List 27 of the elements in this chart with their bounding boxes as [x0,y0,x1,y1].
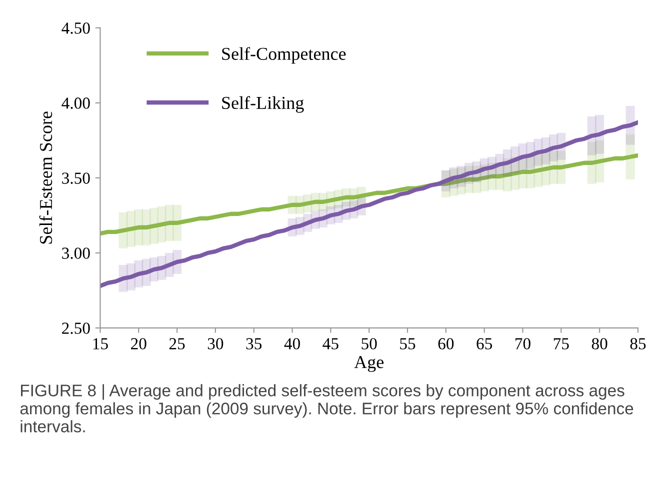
x-tick-label: 30 [208,338,224,350]
x-tick-label: 15 [93,338,108,350]
y-tick-label: 2.50 [62,322,90,334]
line-series [100,153,638,236]
x-tick-label: 35 [246,338,262,350]
x-tick-label: 85 [630,338,646,350]
legend-label: Self-Competence [222,47,346,64]
legend-label: Self-Liking [222,96,304,113]
y-tick-label: 4.00 [62,98,90,109]
x-tick-label: 65 [476,338,492,350]
line-series [100,120,638,288]
x-tick-label: 55 [400,338,416,350]
x-tick-label: 80 [592,338,608,350]
x-tick-label: 50 [362,338,377,350]
x-tick-label: 70 [516,338,530,350]
y-tick-label: 4.50 [62,22,90,34]
x-tick-label: 40 [284,338,300,350]
x-tick-label: 25 [169,338,185,350]
y-tick-label: 3.00 [62,248,90,259]
caption: FIGURE 8 | Average and predicted self-esteem scores by component across ages among females in Japan (2009 survey). Note. Error bars represent 95% confidence intervals. [20,384,634,432]
x-tick-label: 45 [322,338,338,350]
y-axis-title: Self-Esteem Score [39,112,52,244]
x-tick-label: 20 [131,338,146,350]
x-tick-label: 60 [438,338,454,350]
x-axis-title: Age [354,356,384,372]
x-tick-label: 75 [554,338,569,350]
y-tick-label: 3.50 [62,172,90,184]
